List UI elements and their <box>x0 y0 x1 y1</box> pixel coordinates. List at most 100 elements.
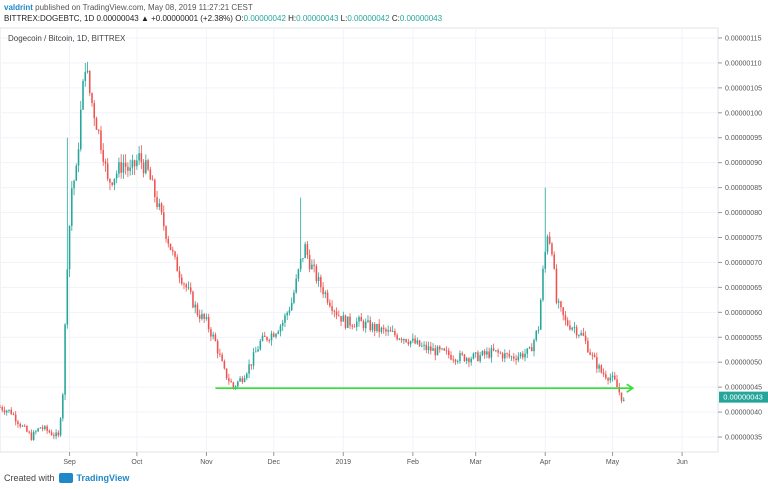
candle-body <box>149 169 152 180</box>
candle-body <box>488 351 490 358</box>
candle-body <box>221 354 223 362</box>
candle-body <box>605 374 607 379</box>
candle-body <box>340 316 342 322</box>
candle-body <box>86 70 89 73</box>
candle-body <box>578 335 580 336</box>
y-tick-label: 0.00000075 <box>725 235 762 242</box>
candle-body <box>57 432 60 436</box>
grid <box>0 28 718 452</box>
candle-body <box>447 350 450 356</box>
candle-body <box>483 351 486 355</box>
candle-body <box>50 432 53 436</box>
y-tick-label: 0.00000100 <box>725 110 762 117</box>
candle-body <box>91 92 93 104</box>
author-name[interactable]: valdrint <box>4 3 33 12</box>
candle-body <box>248 364 250 374</box>
y-tick-label: 0.00000050 <box>725 360 762 367</box>
candle-body <box>268 340 271 341</box>
close-label: C: <box>391 14 400 23</box>
low-value: 0.00000042 <box>347 14 390 23</box>
candle-body <box>355 321 358 328</box>
candle-body <box>409 340 412 345</box>
candle-body <box>1 407 4 411</box>
candle-body <box>591 354 594 356</box>
candle-body <box>378 323 380 332</box>
candle-body <box>524 353 526 358</box>
candle-body <box>416 340 419 344</box>
candle-body <box>183 283 185 285</box>
symbol-label: BITTREX:DOGEBTC, 1D <box>4 14 95 23</box>
candle-body <box>465 358 468 362</box>
y-tick-label: 0.00000045 <box>725 385 762 392</box>
candle-body <box>5 410 8 413</box>
candle-body <box>174 251 176 257</box>
candle-body <box>272 333 275 337</box>
candle-body <box>151 179 154 181</box>
candle-body <box>28 431 30 433</box>
header-info: valdrint published on TradingView.com, M… <box>4 2 442 24</box>
tradingview-brand[interactable]: TradingView <box>76 473 130 483</box>
candle-body <box>311 264 313 270</box>
candle-body <box>284 315 286 323</box>
candle-body <box>391 330 394 332</box>
candle-body <box>353 326 356 328</box>
candle-body <box>418 340 421 347</box>
candle-body <box>302 258 304 259</box>
candle-body <box>263 335 266 337</box>
candle-body <box>522 353 524 358</box>
candle-body <box>582 333 585 336</box>
footer: Created with TradingView <box>4 473 129 483</box>
high-value: 0.00000043 <box>296 14 339 23</box>
created-with-text: Created with <box>4 473 55 483</box>
open-label: O: <box>235 14 244 23</box>
candle-body <box>207 316 210 330</box>
candle-body <box>62 394 64 419</box>
candle-body <box>331 306 333 311</box>
candle-body <box>308 255 311 270</box>
candle-body <box>317 277 320 282</box>
candle-body <box>93 103 96 119</box>
candle-body <box>255 351 257 353</box>
candle-body <box>59 418 62 436</box>
candle-body <box>609 377 612 381</box>
candle-body <box>84 72 87 81</box>
candle-body <box>333 310 336 312</box>
candle-body <box>163 212 165 227</box>
candle-body <box>492 348 495 351</box>
candle-body <box>279 325 282 332</box>
candle-body <box>237 381 239 387</box>
candle-body <box>315 266 318 282</box>
x-axis: Sep Oct Nov Dec 2019 Feb Mar Apr May Jun <box>63 452 688 466</box>
candle-body <box>423 344 425 346</box>
candle-body <box>468 358 470 363</box>
candle-body <box>587 340 589 353</box>
candle-body <box>622 399 625 401</box>
candle-body <box>194 304 196 308</box>
candle-body <box>270 333 273 341</box>
candle-body <box>219 353 221 355</box>
candle-body <box>620 392 623 401</box>
candle-body <box>364 321 367 329</box>
candle-body <box>154 179 156 197</box>
candle-body <box>477 352 479 362</box>
candle-body <box>73 180 75 189</box>
y-tick-label: 0.00000085 <box>725 185 762 192</box>
y-tick-label: 0.00000040 <box>725 410 762 417</box>
candle-body <box>530 347 533 352</box>
candle-body <box>261 335 264 341</box>
candle-body <box>165 226 167 239</box>
open-value: 0.00000042 <box>243 14 286 23</box>
candle-body <box>436 346 439 356</box>
x-tick-label: Mar <box>470 459 483 466</box>
candle-body <box>3 410 6 413</box>
candle-body <box>180 277 183 284</box>
candle-body <box>129 167 131 171</box>
candle-body <box>396 335 398 340</box>
candle-body <box>412 338 414 341</box>
x-tick-label: Sep <box>63 459 76 466</box>
candle-body <box>407 342 410 345</box>
candle-body <box>346 316 349 328</box>
candle-body <box>486 351 488 355</box>
candle-body <box>142 162 145 174</box>
candle-body <box>259 340 262 350</box>
